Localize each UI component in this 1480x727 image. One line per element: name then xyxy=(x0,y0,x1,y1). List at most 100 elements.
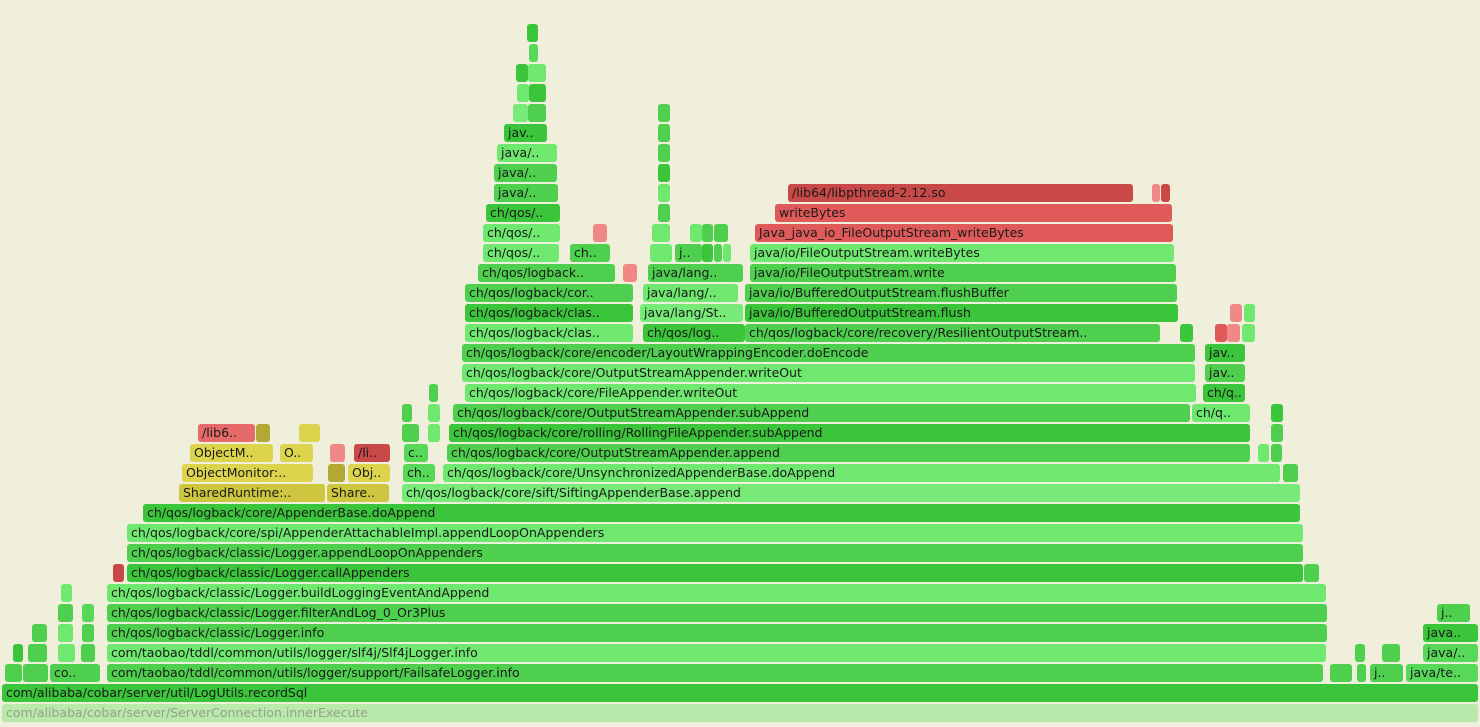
frame[interactable]: ch/qos/logback/classic/Logger.buildLoggi… xyxy=(107,584,1326,602)
frame[interactable] xyxy=(528,64,546,82)
frame[interactable] xyxy=(28,644,47,662)
frame[interactable] xyxy=(61,584,72,602)
frame[interactable] xyxy=(1244,304,1255,322)
frame[interactable] xyxy=(517,84,529,102)
frame[interactable] xyxy=(658,204,670,222)
frame[interactable] xyxy=(1258,444,1269,462)
frame[interactable]: /lib64/libpthread-2.12.so xyxy=(788,184,1133,202)
frame[interactable]: ch/qos/log.. xyxy=(643,324,745,342)
frame[interactable] xyxy=(529,84,546,102)
frame[interactable]: Java_java_io_FileOutputStream_writeBytes xyxy=(755,224,1173,242)
frame[interactable] xyxy=(702,224,713,242)
frame[interactable] xyxy=(428,424,440,442)
frame[interactable] xyxy=(593,224,607,242)
frame[interactable] xyxy=(1242,324,1255,342)
frame[interactable]: j.. xyxy=(1370,664,1403,682)
frame[interactable]: java/io/BufferedOutputStream.flushBuffer xyxy=(745,284,1177,302)
frame[interactable]: c.. xyxy=(404,444,428,462)
frame[interactable] xyxy=(658,184,670,202)
frame[interactable]: Obj.. xyxy=(348,464,390,482)
frame[interactable] xyxy=(1271,444,1282,462)
frame[interactable] xyxy=(658,104,670,122)
frame[interactable]: j.. xyxy=(1437,604,1470,622)
frame[interactable] xyxy=(690,224,702,242)
frame[interactable]: ch/qos/.. xyxy=(483,224,560,242)
frame[interactable] xyxy=(723,244,731,262)
frame[interactable] xyxy=(1357,664,1366,682)
frame[interactable] xyxy=(58,624,73,642)
frame[interactable]: ch/qos/logback/core/AppenderBase.doAppen… xyxy=(143,504,1300,522)
frame[interactable] xyxy=(516,64,528,82)
frame[interactable] xyxy=(1215,324,1227,342)
frame[interactable] xyxy=(32,624,47,642)
frame[interactable]: com/taobao/tddl/common/utils/logger/supp… xyxy=(107,664,1323,682)
frame[interactable] xyxy=(428,404,440,422)
frame[interactable]: ch/qos/logback/clas.. xyxy=(465,324,633,342)
frame[interactable] xyxy=(402,404,412,422)
frame[interactable]: java/io/FileOutputStream.writeBytes xyxy=(750,244,1174,262)
frame[interactable]: ch/qos/logback/core/encoder/LayoutWrappi… xyxy=(462,344,1195,362)
frame[interactable] xyxy=(402,424,419,442)
frame[interactable] xyxy=(1180,324,1193,342)
frame[interactable] xyxy=(1330,664,1352,682)
frame[interactable]: java/lang.. xyxy=(648,264,743,282)
frame[interactable]: java/lang/St.. xyxy=(640,304,743,322)
frame[interactable] xyxy=(58,644,75,662)
frame[interactable]: ch/qos/logback/core/sift/SiftingAppender… xyxy=(402,484,1300,502)
frame[interactable] xyxy=(658,124,670,142)
frame[interactable] xyxy=(527,24,538,42)
frame[interactable]: ch/qos/logback/clas.. xyxy=(465,304,633,322)
frame[interactable]: java/io/BufferedOutputStream.flush xyxy=(745,304,1178,322)
frame[interactable]: ch/qos/logback/core/UnsynchronizedAppend… xyxy=(443,464,1280,482)
frame[interactable] xyxy=(1271,404,1283,422)
frame[interactable] xyxy=(429,384,438,402)
frame[interactable] xyxy=(652,224,670,242)
frame[interactable] xyxy=(1382,644,1400,662)
frame[interactable]: com/taobao/tddl/common/utils/logger/slf4… xyxy=(107,644,1326,662)
frame[interactable] xyxy=(623,264,637,282)
frame[interactable]: ch/qos/logback/core/recovery/ResilientOu… xyxy=(745,324,1160,342)
frame[interactable]: ch/qos/logback/core/OutputStreamAppender… xyxy=(462,364,1195,382)
frame[interactable]: ch/qos/logback/classic/Logger.callAppend… xyxy=(127,564,1303,582)
frame[interactable] xyxy=(513,104,528,122)
frame[interactable]: com/alibaba/cobar/server/ServerConnectio… xyxy=(2,704,1478,722)
frame[interactable] xyxy=(13,644,23,662)
frame[interactable] xyxy=(328,464,345,482)
frame[interactable]: jav.. xyxy=(1205,344,1245,362)
frame[interactable] xyxy=(5,664,22,682)
frame[interactable]: ObjectMonitor:.. xyxy=(182,464,313,482)
frame[interactable]: java/lang/.. xyxy=(643,284,738,302)
frame[interactable] xyxy=(113,564,124,582)
frame[interactable] xyxy=(702,244,713,262)
frame[interactable] xyxy=(529,44,538,62)
frame[interactable]: ch/qos/.. xyxy=(483,244,559,262)
frame[interactable]: ch/qos/logback/classic/Logger.filterAndL… xyxy=(107,604,1327,622)
frame[interactable]: ch/q.. xyxy=(1192,404,1250,422)
frame[interactable]: j.. xyxy=(675,244,702,262)
frame[interactable] xyxy=(658,144,670,162)
frame[interactable] xyxy=(658,164,670,182)
frame[interactable] xyxy=(1230,304,1242,322)
frame[interactable]: writeBytes xyxy=(775,204,1172,222)
frame[interactable]: ch/qos/logback/cor.. xyxy=(465,284,633,302)
frame[interactable] xyxy=(1227,324,1240,342)
frame[interactable] xyxy=(528,104,546,122)
frame[interactable] xyxy=(82,604,94,622)
frame[interactable]: java/te.. xyxy=(1406,664,1478,682)
frame[interactable] xyxy=(330,444,345,462)
frame[interactable] xyxy=(1304,564,1319,582)
frame[interactable]: ch/q.. xyxy=(1203,384,1245,402)
frame[interactable]: java/.. xyxy=(1423,644,1478,662)
frame[interactable]: /li.. xyxy=(354,444,390,462)
frame[interactable]: ch/qos/logback/core/spi/AppenderAttachab… xyxy=(127,524,1303,542)
frame[interactable] xyxy=(81,644,95,662)
frame[interactable]: ch/qos/logback/core/OutputStreamAppender… xyxy=(447,444,1250,462)
frame[interactable]: java/.. xyxy=(494,184,558,202)
frame[interactable]: jav.. xyxy=(1205,364,1245,382)
frame[interactable]: ch.. xyxy=(403,464,435,482)
frame[interactable] xyxy=(1283,464,1298,482)
frame[interactable] xyxy=(1271,424,1283,442)
frame[interactable]: ch/qos/.. xyxy=(486,204,560,222)
frame[interactable]: SharedRuntime:.. xyxy=(179,484,325,502)
frame[interactable] xyxy=(23,664,48,682)
